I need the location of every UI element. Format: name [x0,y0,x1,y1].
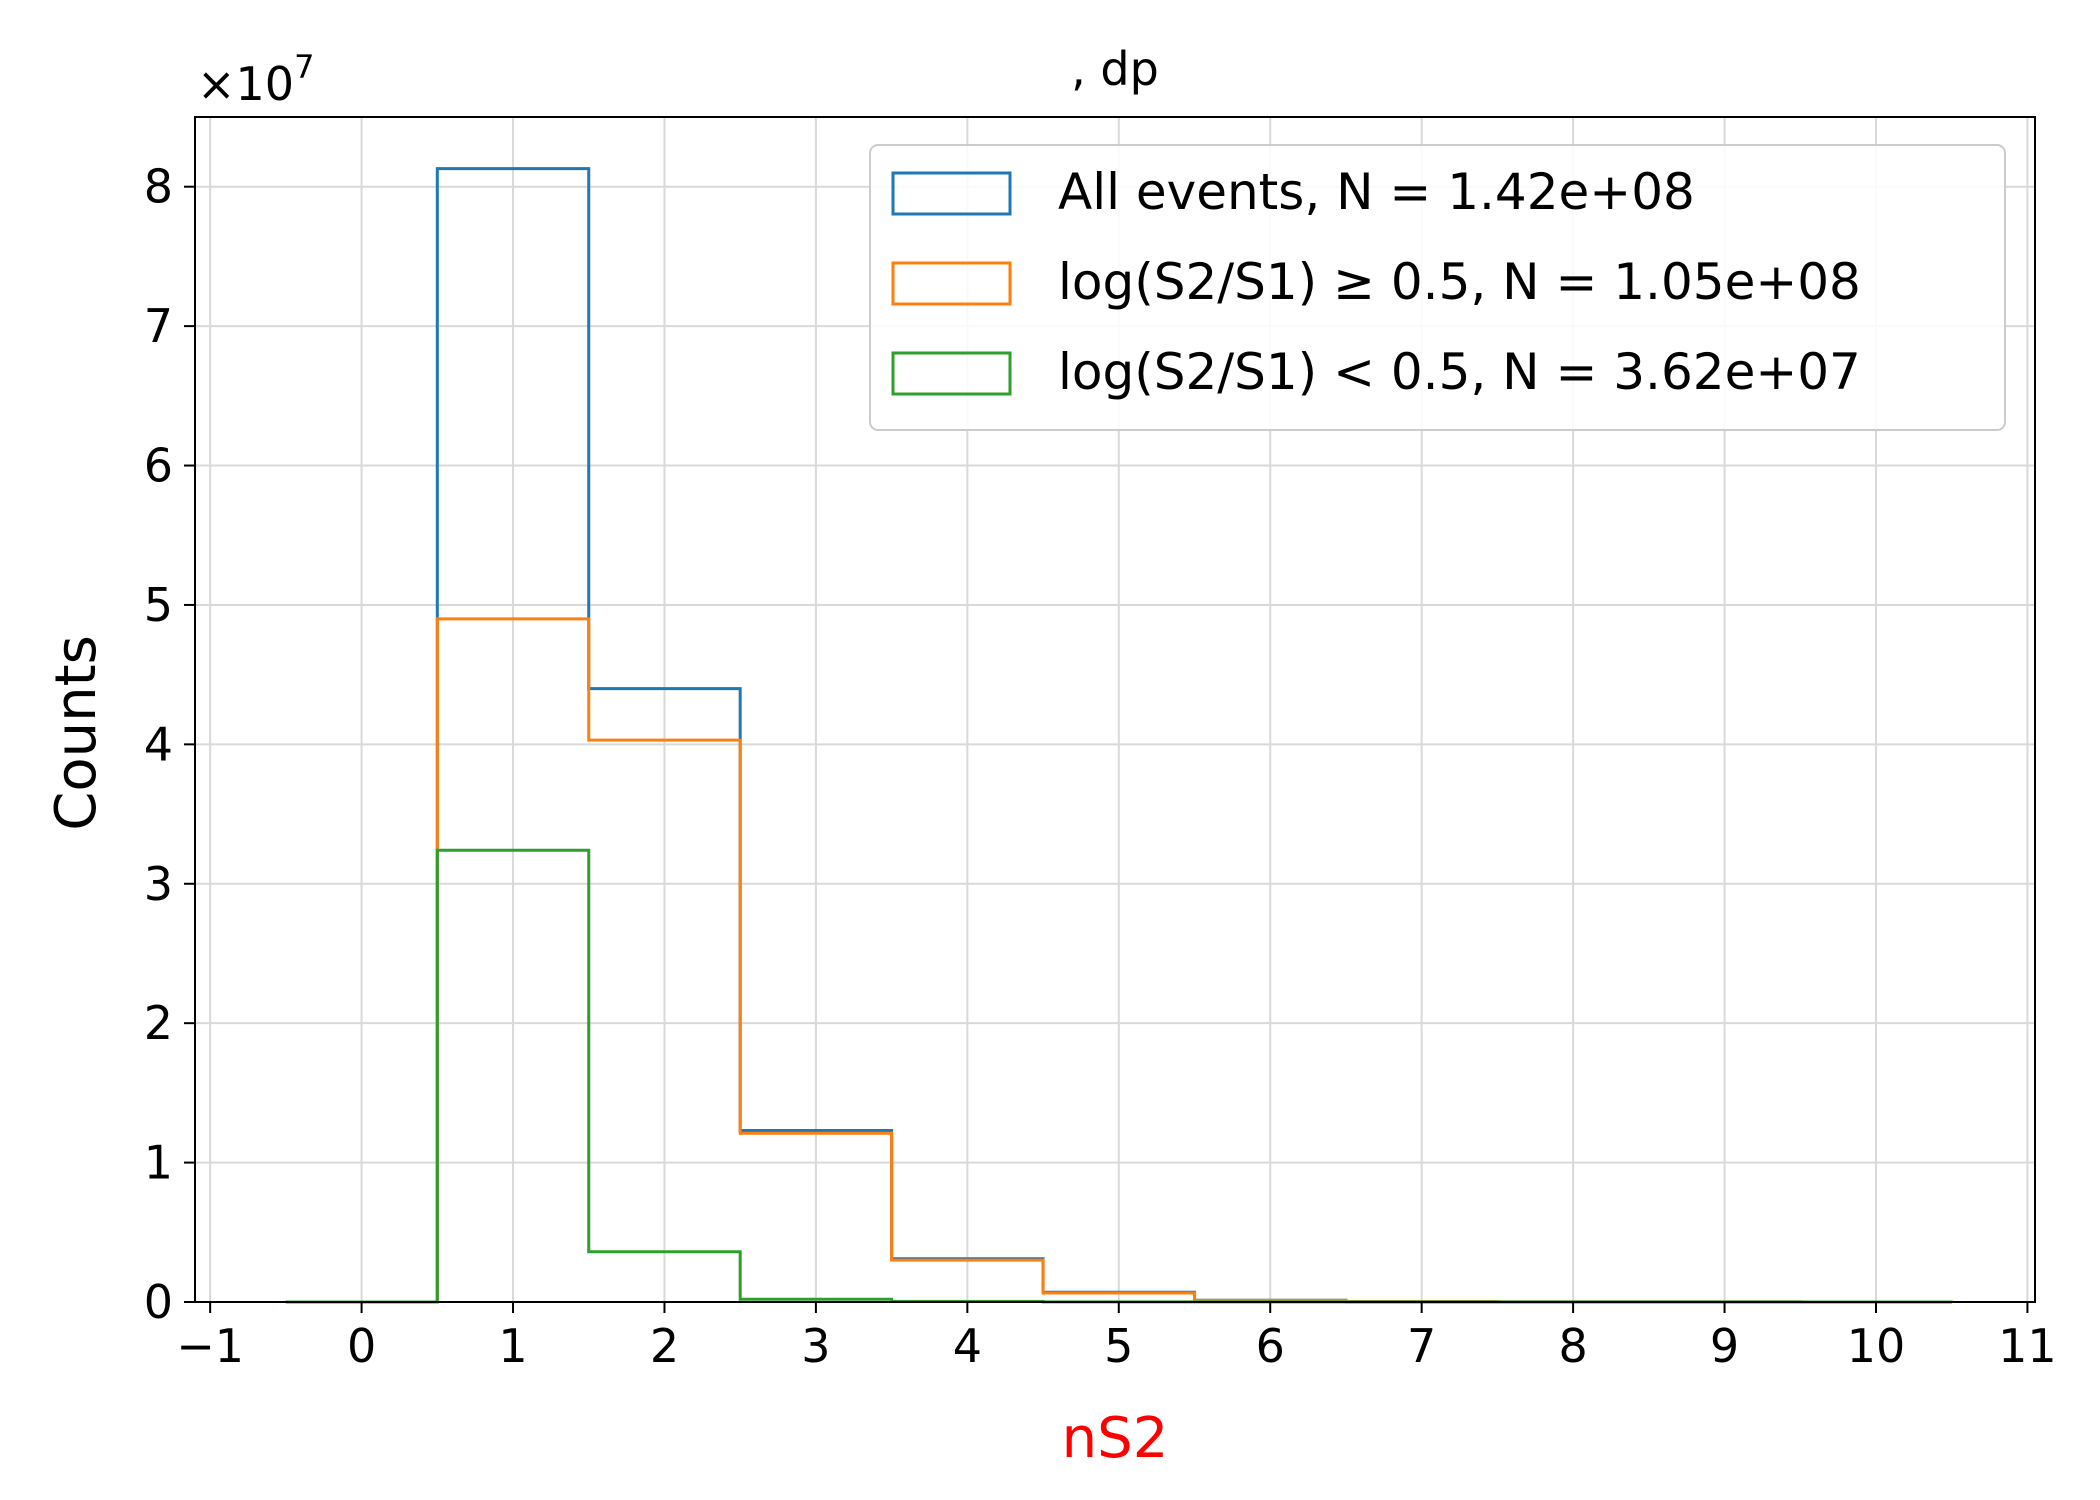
x-tick-label: 10 [1847,1319,1906,1373]
legend-label: log(S2/S1) ≥ 0.5, N = 1.05e+08 [1058,253,1861,311]
legend-item: log(S2/S1) ≥ 0.5, N = 1.05e+08 [891,253,1861,311]
y-tick-label: 2 [144,996,173,1050]
x-tick-label: 5 [1104,1319,1133,1373]
y-multiplier-base: ×10 [197,57,294,111]
x-axis-label: nS2 [1062,1406,1169,1471]
y-tick-label: 5 [144,578,173,632]
legend-item: All events, N = 1.42e+08 [891,163,1695,221]
y-tick-label: 0 [144,1275,173,1329]
legend-label: All events, N = 1.42e+08 [1058,163,1695,221]
histogram-bin [589,1252,740,1302]
y-tick-label: 8 [144,160,173,214]
legend-swatch [891,351,1012,396]
legend-item: log(S2/S1) < 0.5, N = 3.62e+07 [891,343,1861,401]
y-axis-label: Counts [44,635,109,830]
histogram-bin [589,740,740,1302]
legend-items: All events, N = 1.42e+08 log(S2/S1) ≥ 0.5… [891,163,1861,401]
y-tick-label: 1 [144,1136,173,1190]
x-tick-label: 6 [1256,1319,1285,1373]
x-tick-label: 7 [1407,1319,1436,1373]
x-tick-label: −1 [176,1319,244,1373]
histogram-bin [740,1133,891,1302]
legend-swatch [891,261,1012,306]
y-multiplier: ×107 [197,48,314,111]
y-multiplier-exponent: 7 [294,48,314,86]
histogram-bin [437,850,588,1302]
histogram-bin [892,1260,1043,1302]
x-tick-label: 0 [347,1319,376,1373]
y-tick-label: 7 [144,299,173,353]
x-tick-label: 11 [1998,1319,2057,1373]
y-tick-label: 6 [144,439,173,493]
legend: All events, N = 1.42e+08 log(S2/S1) ≥ 0.5… [869,144,2006,431]
plot-frame [194,116,2036,1303]
chart-title: , dp [1071,42,1159,96]
x-tick-label: 3 [801,1319,830,1373]
x-tick-label: 1 [498,1319,527,1373]
x-tick-label: 4 [953,1319,982,1373]
x-tick-label: 9 [1710,1319,1739,1373]
y-tick-label: 4 [144,717,173,771]
legend-swatch [891,171,1012,216]
legend-box [869,144,2006,431]
y-tick-label: 3 [144,857,173,911]
legend-label: log(S2/S1) < 0.5, N = 3.62e+07 [1058,343,1861,401]
x-tick-label: 2 [650,1319,679,1373]
x-tick-label: 8 [1558,1319,1587,1373]
